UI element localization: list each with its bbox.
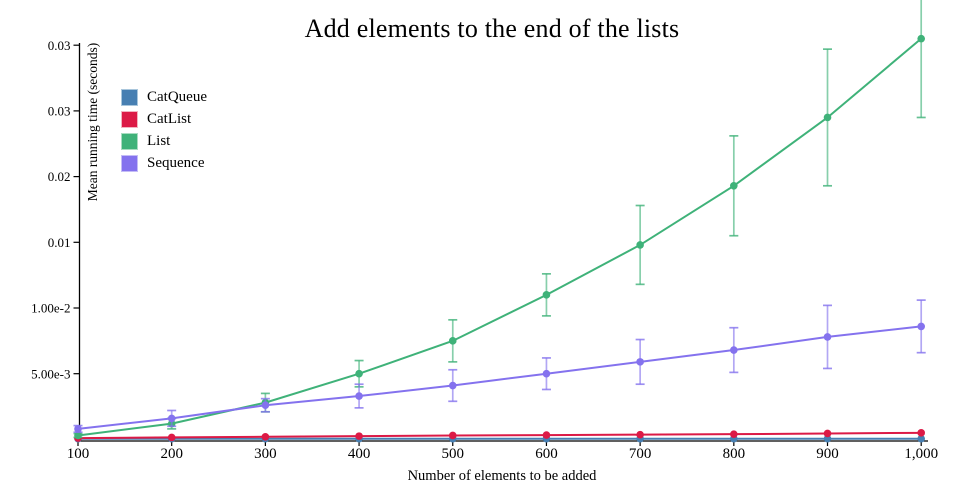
legend-swatch-icon <box>121 88 138 106</box>
y-tick-label: 0.01 <box>48 235 71 250</box>
data-point-catlist <box>355 432 363 440</box>
data-point-catlist <box>636 430 644 439</box>
data-point-list <box>730 181 738 190</box>
legend-label: Sequence <box>147 155 205 171</box>
data-point-list <box>823 113 832 122</box>
legend: CatQueue CatList List Sequence <box>121 86 207 174</box>
data-point-list <box>448 337 457 345</box>
data-point-list <box>355 369 363 378</box>
legend-label: CatList <box>147 111 192 127</box>
legend-label: List <box>147 133 171 149</box>
y-tick-label: 5.00e-3 <box>31 366 70 381</box>
x-tick-label: 300 <box>254 446 277 462</box>
data-point-catqueue <box>917 434 925 443</box>
chart-title: Add elements to the end of the lists <box>304 14 680 43</box>
series-line-list <box>77 37 922 437</box>
legend-label: CatQueue <box>147 89 207 105</box>
x-tick-label: 900 <box>816 446 839 462</box>
x-tick-label: 200 <box>160 446 183 462</box>
data-point-sequence <box>74 425 82 433</box>
data-point-catqueue <box>823 434 832 443</box>
data-point-catlist <box>542 431 551 439</box>
legend-swatch-icon <box>121 110 138 128</box>
x-tick-label: 800 <box>723 446 746 462</box>
series-line-sequence <box>77 325 922 430</box>
data-point-sequence <box>917 322 925 331</box>
series-line-catlist <box>77 431 922 440</box>
y-tick-label: 0.03 <box>48 103 71 118</box>
x-tick-label: 100 <box>67 446 90 462</box>
data-point-sequence <box>261 401 270 410</box>
data-point-catlist <box>730 430 738 438</box>
data-point-list <box>542 291 551 299</box>
data-point-catlist <box>261 432 270 441</box>
data-point-catlist <box>823 429 832 438</box>
y-tick-label: 1.00e-2 <box>31 301 70 316</box>
data-point-sequence <box>823 333 832 341</box>
x-tick-label: 400 <box>348 446 371 462</box>
x-tick-label: 700 <box>629 446 652 462</box>
legend-swatch-icon <box>121 154 138 172</box>
data-point-catlist <box>167 433 176 442</box>
x-tick-label: 500 <box>442 446 465 462</box>
data-point-list <box>74 431 82 440</box>
data-point-sequence <box>636 358 644 366</box>
legend-swatch-icon <box>121 132 138 150</box>
data-point-catlist <box>917 429 925 437</box>
data-point-sequence <box>542 369 551 378</box>
x-axis-label: Number of elements to be added <box>407 468 597 484</box>
legend-item-catqueue: CatQueue <box>121 86 207 108</box>
legend-item-sequence: Sequence <box>121 152 207 174</box>
legend-item-list: List <box>121 130 207 152</box>
data-point-list <box>917 34 925 43</box>
x-tick-label: 1,000 <box>904 446 938 462</box>
data-point-sequence <box>167 414 176 423</box>
data-point-sequence <box>448 381 457 390</box>
data-point-catlist <box>448 431 457 440</box>
legend-item-catlist: CatList <box>121 108 207 130</box>
x-tick-label: 600 <box>535 446 558 462</box>
y-tick-label: 0.03 <box>48 38 71 53</box>
data-point-sequence <box>730 346 738 354</box>
y-tick-label: 0.02 <box>48 169 71 184</box>
data-point-list <box>636 241 644 249</box>
data-point-sequence <box>355 392 363 400</box>
